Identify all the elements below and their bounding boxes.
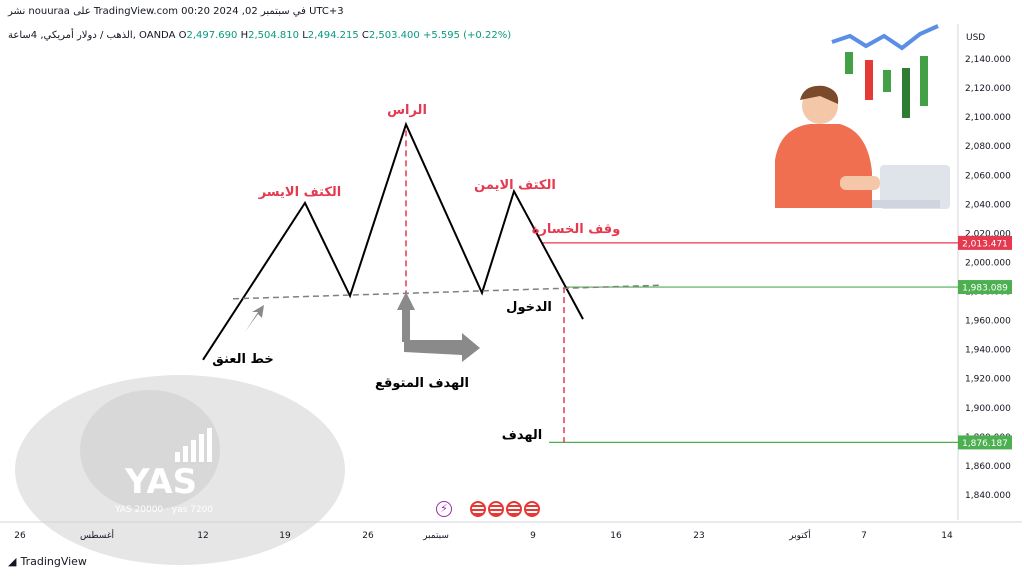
annotations: الراس الكتف الايسر الكتف الايمن وقف الخسارة…	[212, 103, 620, 443]
y-tick-label: 2,040.000	[965, 200, 1011, 210]
price-levels: 2,013.471 1,983.089 1,876.187	[541, 235, 1012, 450]
dividend-bolt-icon[interactable]: ⚡	[436, 501, 452, 517]
pattern-zigzag-line	[202, 121, 584, 361]
y-tick-label: 2,140.000	[965, 55, 1011, 65]
y-tick-label: 1,840.000	[965, 491, 1011, 501]
x-tick-label: أغسطس	[80, 529, 114, 541]
x-tick-label: 26	[362, 531, 374, 541]
head-shoulders-pattern	[202, 121, 663, 443]
publish-info: نشر nouuraa على TradingView.com في سبتمب…	[8, 6, 344, 17]
watermark-logo: YAS YAS 20000 · yas 7200	[15, 375, 345, 565]
target-label: الهدف	[502, 428, 543, 443]
time-axis[interactable]: 26 أغسطس 12 19 26 سبتمبر 9 16 23 أكتوبر 7 14	[0, 521, 1022, 541]
stop-price-badge	[958, 235, 1012, 250]
watermark-text: YAS	[124, 462, 197, 502]
x-tick-label: 9	[530, 531, 536, 541]
event-markers[interactable]: ⚡	[436, 501, 540, 517]
x-tick-label: 19	[279, 531, 291, 541]
open-value: 2,497.690	[186, 30, 238, 41]
change-value: +5.595 (+0.22%)	[422, 30, 512, 41]
close-value: 2,503.400	[368, 30, 420, 41]
y-tick-label: 1,860.000	[965, 462, 1011, 472]
low-label: L	[302, 30, 308, 41]
us-flag-icon[interactable]	[470, 501, 486, 517]
currency-label: USD	[966, 33, 985, 43]
brand-label: TradingView	[20, 555, 87, 568]
y-tick-label: 2,000.000	[965, 258, 1011, 268]
watermark-sub: YAS 20000 · yas 7200	[114, 505, 213, 515]
y-tick-label: 1,900.000	[965, 404, 1011, 414]
stop-loss-label: وقف الخسارة	[532, 222, 621, 237]
symbol-ohlc-bar: الذهب / دولار أمريكي, 4ساعة, OANDA O2,49…	[8, 30, 511, 41]
high-value: 2,504.810	[248, 30, 300, 41]
y-tick-label: 1,940.000	[965, 346, 1011, 356]
target-price-badge	[958, 435, 1012, 450]
trader-illustration	[775, 24, 950, 209]
x-tick-label: 12	[197, 531, 208, 541]
x-tick-label: أكتوبر	[788, 529, 811, 541]
watermark-bars-icon	[175, 428, 212, 462]
neckline-label: خط العنق	[212, 352, 274, 367]
neckline-arrow-icon	[245, 305, 264, 332]
target-price-label: 1,876.187	[962, 439, 1008, 449]
y-tick-label: 2,020.000	[965, 229, 1011, 239]
us-flag-icon[interactable]	[506, 501, 522, 517]
y-tick-label: 2,120.000	[965, 84, 1011, 94]
high-label: H	[240, 30, 249, 41]
us-flag-icon[interactable]	[488, 501, 504, 517]
tradingview-brand[interactable]: ◢ TradingView	[8, 555, 87, 568]
up-arrow-icon	[397, 292, 415, 342]
right-shoulder-label: الكتف الايمن	[474, 178, 556, 193]
open-label: O	[178, 30, 187, 41]
entry-price-label: 1,983.089	[962, 284, 1008, 294]
symbol-label: الذهب / دولار أمريكي, 4ساعة, OANDA	[8, 30, 176, 41]
entry-label: الدخول	[506, 300, 552, 315]
x-tick-label: 16	[610, 531, 622, 541]
entry-price-badge	[958, 280, 1012, 295]
head-label: الراس	[387, 103, 427, 118]
x-tick-label: 23	[693, 531, 704, 541]
right-arrow-icon	[404, 333, 480, 362]
close-label: C	[361, 30, 369, 41]
stop-price-label: 2,013.471	[962, 239, 1008, 249]
left-shoulder-label: الكتف الايسر	[258, 185, 342, 200]
neckline-dashed	[232, 284, 663, 300]
x-tick-label: 14	[941, 531, 953, 541]
y-tick-label: 1,960.000	[965, 317, 1011, 327]
x-tick-label: 26	[14, 531, 26, 541]
low-value: 2,494.215	[307, 30, 359, 41]
tradingview-logo-icon: ◢	[8, 555, 17, 568]
y-tick-label: 1,920.000	[965, 375, 1011, 385]
us-flag-icon[interactable]	[524, 501, 540, 517]
x-tick-label: 7	[861, 531, 867, 541]
y-tick-label: 2,100.000	[965, 113, 1011, 123]
x-tick-label: سبتمبر	[422, 531, 449, 541]
expected-target-label: الهدف المتوقع	[375, 376, 469, 391]
y-tick-label: 2,060.000	[965, 171, 1011, 181]
y-tick-label: 2,080.000	[965, 142, 1011, 152]
